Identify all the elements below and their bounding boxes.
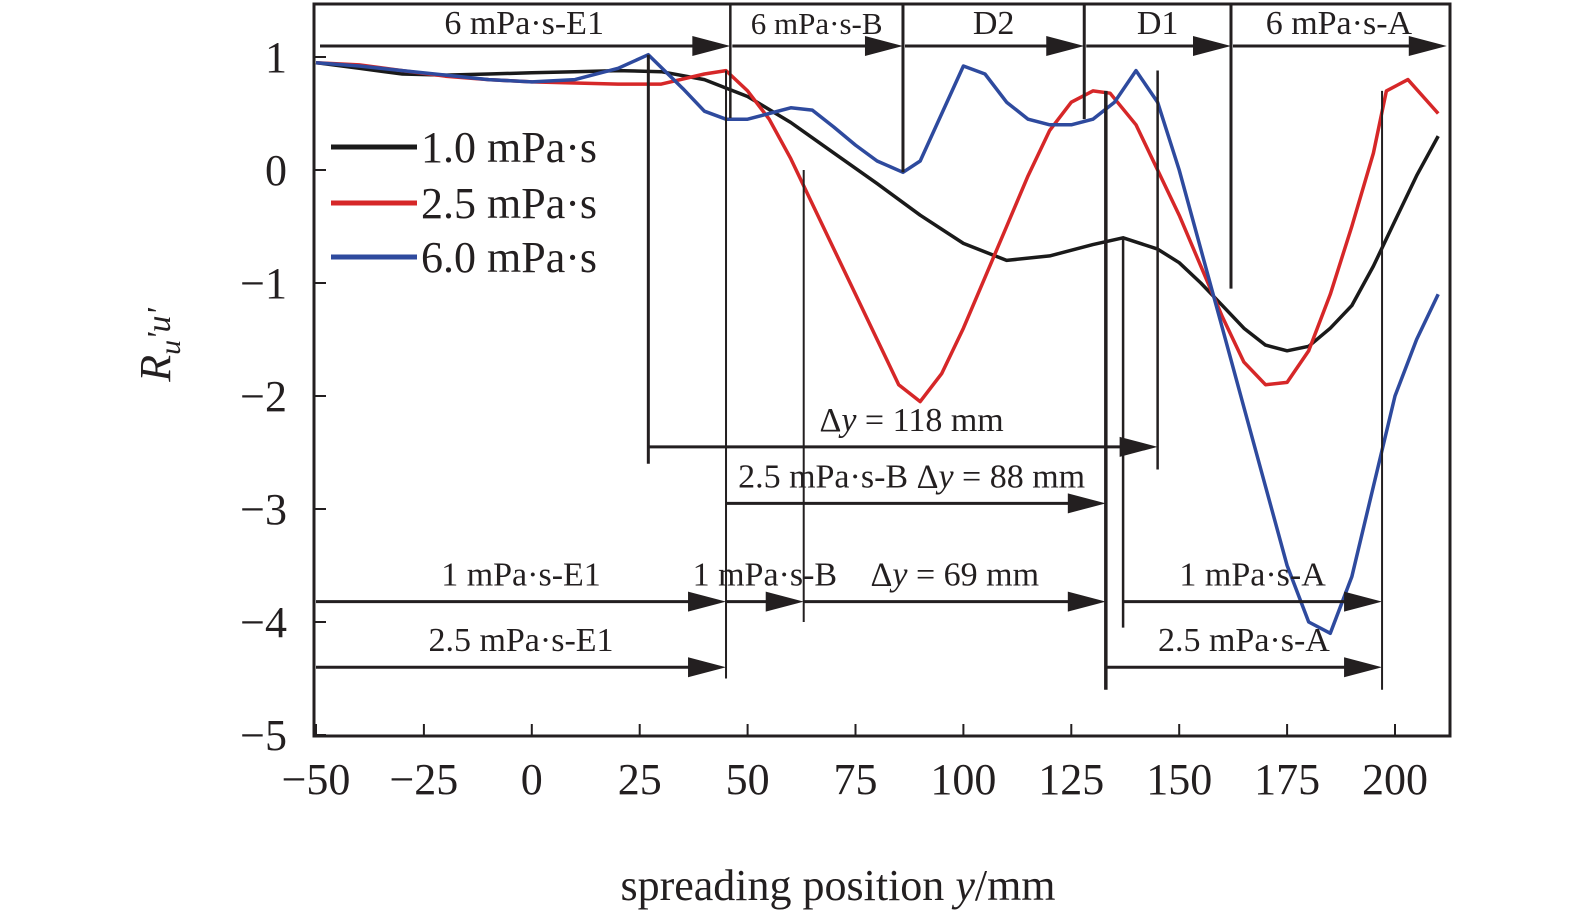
plot-frame <box>312 2 1452 738</box>
series-line-1 <box>315 60 1440 353</box>
series-layer <box>315 52 1440 636</box>
x-tick-label: 200 <box>1362 755 1428 804</box>
x-tick-label: 0 <box>521 755 543 804</box>
series-line-2 <box>315 60 1440 404</box>
interval-label-2: 2.5 mPa·s-B Δy = 88 mm <box>738 458 1085 495</box>
top-segment-label-3: D2 <box>973 5 1015 42</box>
legend-label-1: 1.0 mPa·s <box>421 123 597 172</box>
top-segment-label-2: 6 mPa·s-B <box>751 6 883 41</box>
interval-arrow-1-head <box>1119 436 1158 457</box>
x-tick-label: 75 <box>834 755 878 804</box>
interval-label-7: 2.5 mPa·s-E1 <box>428 622 613 659</box>
legend-label-2: 2.5 mPa·s <box>421 179 597 228</box>
top-segment-label-5: 6 mPa·s-A <box>1266 5 1413 42</box>
interval-arrow-7-head <box>688 657 727 678</box>
interval-arrow-6-head <box>1344 591 1383 612</box>
y-tick-label: −3 <box>240 485 287 534</box>
x-tick-label: 150 <box>1146 755 1212 804</box>
top-segment-label-4: D1 <box>1137 5 1179 42</box>
legend-label-3: 6.0 mPa·s <box>421 233 597 282</box>
interval-arrow-5-head <box>1067 591 1106 612</box>
axis-ticks: −50 −25 0 25 50 75 100 125 150 175 200 1 0 −1 −2 −3 −4 −5 <box>240 33 1428 804</box>
top-segment-label-1: 6 mPa·s-E1 <box>444 5 604 42</box>
top-segment-arrow-5-head <box>1408 36 1447 56</box>
x-axis-title: spreading position y/mm <box>620 861 1055 910</box>
top-segment-arrow-4-head <box>1192 36 1231 56</box>
x-tick-label: 125 <box>1038 755 1104 804</box>
y-tick-label: −1 <box>240 259 287 308</box>
x-tick-label: −25 <box>389 755 458 804</box>
top-segment-arrow-3-head <box>1046 36 1085 56</box>
interval-arrow-8-head <box>1344 657 1383 678</box>
y-tick-label: −2 <box>240 372 287 421</box>
y-axis-title: Ru'u' <box>131 308 187 383</box>
y-tick-label: 0 <box>265 146 287 195</box>
interval-arrow-2-head <box>1067 493 1106 514</box>
interval-label-1: Δy = 118 mm <box>819 402 1003 439</box>
x-tick-label: −50 <box>282 755 351 804</box>
top-segment-arrow-2-head <box>864 36 903 56</box>
y-tick-label: −4 <box>240 598 287 647</box>
x-tick-label: 100 <box>930 755 996 804</box>
interval-arrow-4-head <box>765 591 804 612</box>
interval-label-6: 1 mPa·s-A <box>1179 557 1326 594</box>
annotation-layer: 6 mPa·s-E1 6 mPa·s-B D2 D1 6 mPa·s-A Δy = 118… <box>316 4 1447 690</box>
x-tick-label: 25 <box>618 755 662 804</box>
y-tick-label: −5 <box>240 711 287 760</box>
legend: 1.0 mPa·s 2.5 mPa·s 6.0 mPa·s <box>331 123 597 282</box>
interval-label-8: 2.5 mPa·s-A <box>1158 622 1330 659</box>
x-tick-label: 175 <box>1254 755 1320 804</box>
x-tick-label: 50 <box>726 755 770 804</box>
series-line-3 <box>315 52 1440 636</box>
interval-label-3: 1 mPa·s-E1 <box>441 557 601 594</box>
interval-label-5: Δy = 69 mm <box>870 557 1039 594</box>
interval-label-4: 1 mPa·s-B <box>693 557 838 594</box>
top-segment-arrow-1-head <box>692 36 731 56</box>
y-tick-label: 1 <box>265 33 287 82</box>
interval-arrow-3-head <box>688 591 727 612</box>
